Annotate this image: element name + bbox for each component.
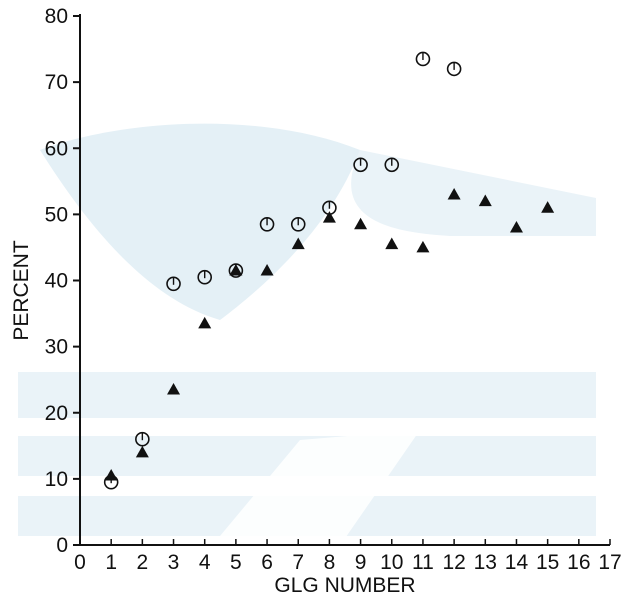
watermark-cut: [200, 430, 420, 560]
x-tick-label: 17: [598, 551, 621, 574]
triangle-point: [229, 263, 243, 276]
x-tick-label: 11: [412, 551, 434, 574]
y-tick-label: 60: [45, 137, 68, 160]
x-tick-label: 9: [355, 551, 367, 574]
watermark-band: [18, 372, 596, 418]
triangle-point: [416, 240, 430, 253]
triangle-point: [354, 217, 368, 230]
x-tick-label: 5: [230, 551, 242, 574]
triangle-point: [509, 221, 523, 233]
x-tick-label: 10: [380, 551, 403, 574]
x-tick-label: 1: [105, 551, 117, 574]
circle-point: [446, 61, 462, 77]
y-tick-label: 10: [45, 468, 68, 491]
x-tick-label: 3: [168, 551, 180, 574]
triangle-point: [104, 468, 118, 481]
y-tick-label: 80: [45, 5, 68, 28]
triangle-point: [478, 194, 492, 207]
circle-point: [353, 157, 368, 173]
y-tick-label: 40: [45, 270, 68, 293]
y-axis-title: PERCENT: [10, 240, 33, 341]
triangle-point: [135, 445, 149, 458]
x-tick-label: 6: [261, 551, 273, 574]
x-tick-label: 8: [324, 551, 336, 574]
circle-point: [290, 216, 306, 232]
triangle-point: [447, 187, 461, 200]
circle-point: [415, 51, 431, 67]
circle-point: [259, 216, 275, 232]
x-tick-label: 14: [505, 551, 529, 574]
x-tick-label: 16: [567, 551, 590, 574]
x-tick-label: 15: [536, 551, 559, 574]
data-points: [103, 51, 555, 490]
x-tick-label: 13: [474, 551, 497, 574]
y-tick-label: 70: [45, 71, 68, 94]
y-tick-label: 0: [56, 534, 68, 557]
y-tick-label: 30: [45, 336, 68, 359]
background-watermark: [18, 123, 596, 560]
circle-point: [384, 157, 400, 173]
triangle-point: [291, 237, 305, 250]
y-tick-label: 50: [45, 203, 68, 226]
x-tick-label: 12: [442, 551, 465, 574]
triangle-point: [385, 237, 399, 250]
triangle-point: [260, 263, 274, 276]
circle-point: [166, 276, 181, 292]
watermark-shape: [40, 123, 360, 321]
x-axis-title: GLG NUMBER: [274, 574, 415, 597]
triangle-point: [322, 211, 336, 223]
circle-point: [197, 269, 213, 285]
x-tick-label: 0: [74, 551, 86, 574]
triangle-point: [167, 383, 181, 395]
triangle-point: [541, 201, 555, 213]
y-tick-label: 20: [45, 402, 68, 425]
circle-point: [135, 431, 150, 447]
x-tick-label: 7: [292, 551, 304, 574]
triangle-point: [198, 316, 212, 329]
watermark-shape: [351, 150, 596, 236]
x-tick-label: 2: [137, 551, 149, 574]
axes: [73, 14, 611, 546]
x-tick-label: 4: [199, 551, 211, 574]
